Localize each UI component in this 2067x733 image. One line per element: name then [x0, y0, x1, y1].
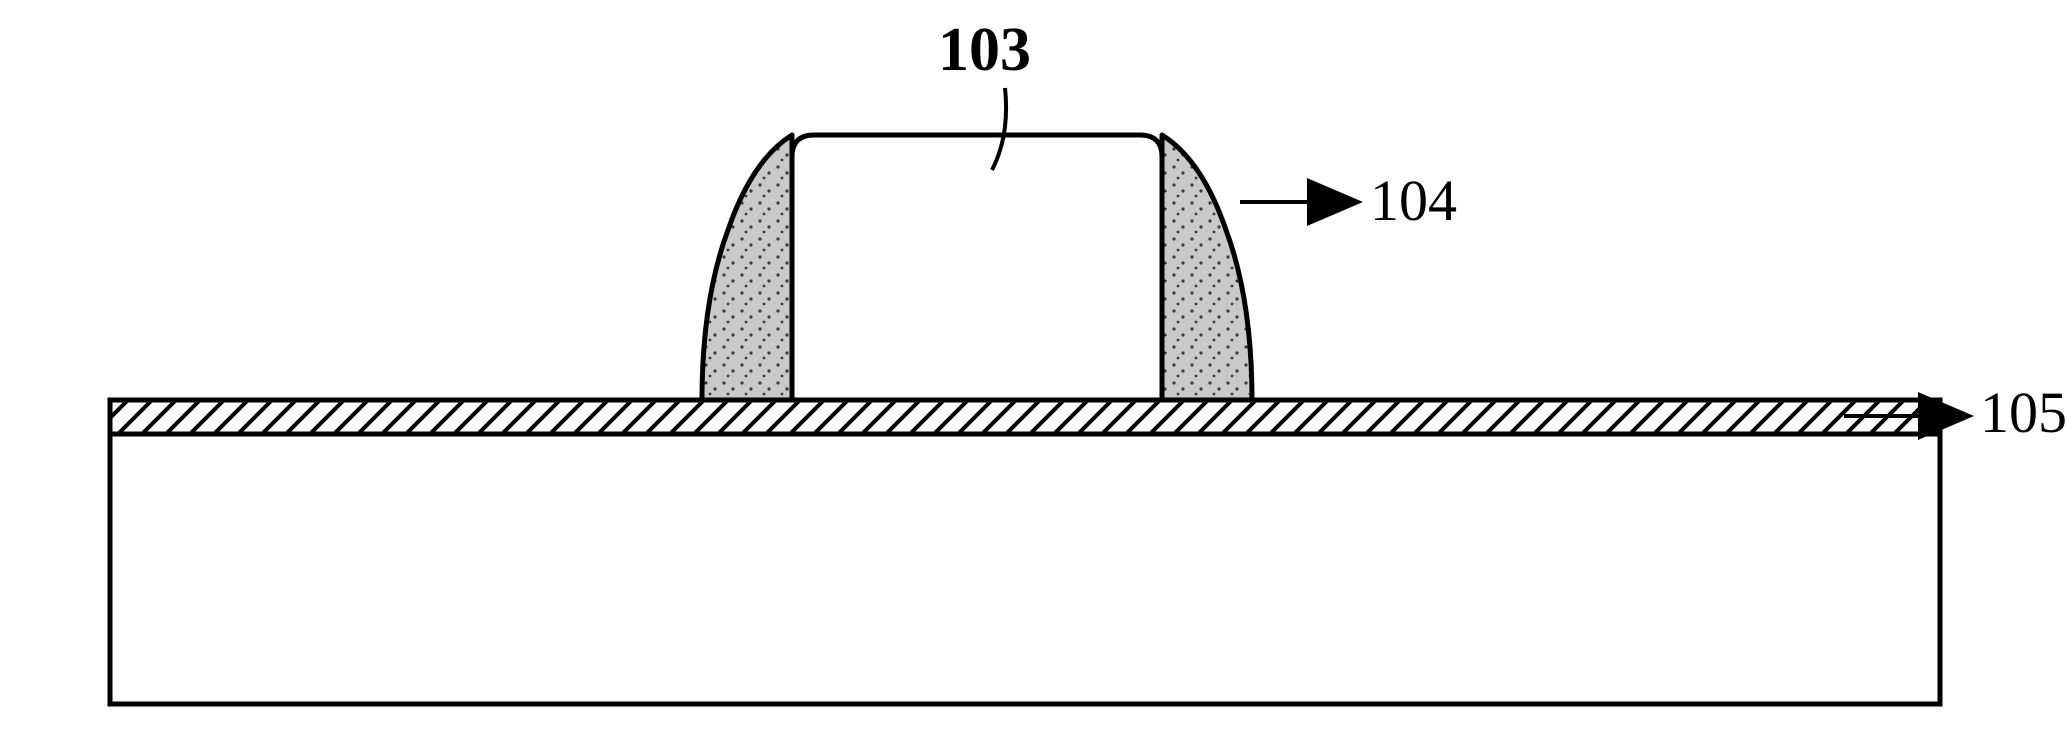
label-105: 105 — [1980, 380, 2067, 445]
gate-103 — [792, 135, 1162, 400]
spacer-left — [702, 135, 792, 400]
label-103: 103 — [938, 16, 1031, 84]
spacer-right — [1162, 135, 1252, 400]
thin-layer-105 — [110, 400, 1940, 434]
figure-container: 103 104 105 — [0, 0, 2067, 733]
substrate — [110, 434, 1940, 704]
cross-section-diagram: 103 104 105 — [0, 0, 2067, 733]
label-104: 104 — [1370, 168, 1457, 233]
